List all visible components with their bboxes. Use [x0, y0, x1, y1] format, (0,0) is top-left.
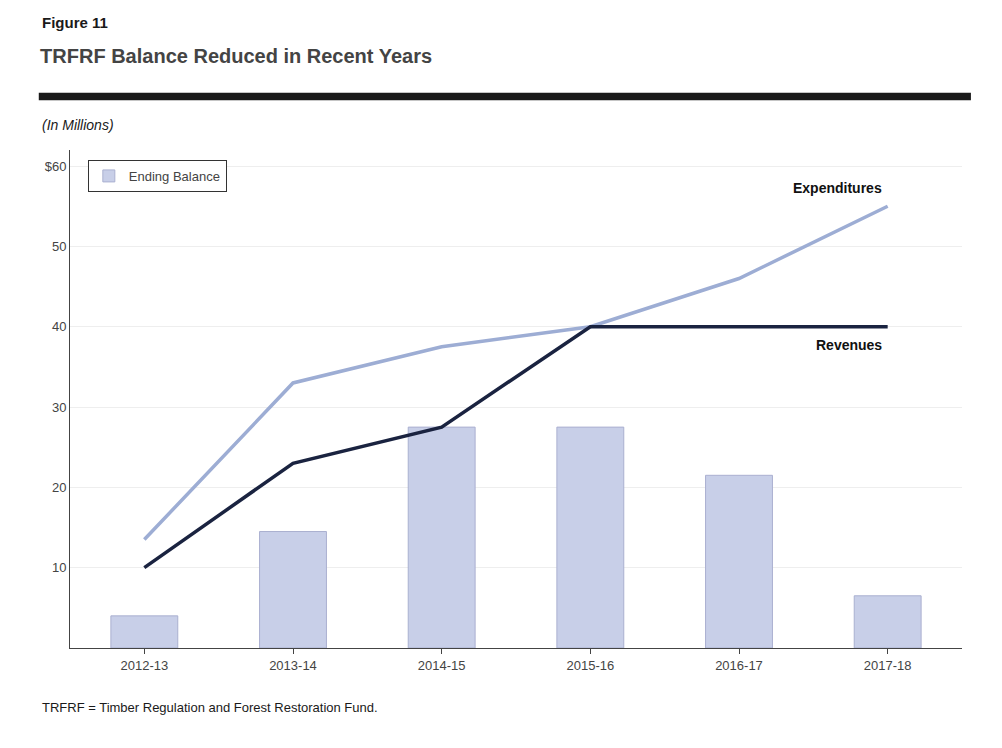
- svg-text:$60: $60: [45, 159, 67, 174]
- svg-text:2012-13: 2012-13: [120, 658, 168, 673]
- svg-text:50: 50: [52, 239, 66, 254]
- svg-text:10: 10: [52, 560, 66, 575]
- svg-text:Revenues: Revenues: [816, 337, 882, 353]
- svg-text:30: 30: [52, 400, 66, 415]
- svg-text:20: 20: [52, 480, 66, 495]
- svg-text:2015-16: 2015-16: [566, 658, 614, 673]
- svg-text:Ending Balance: Ending Balance: [129, 169, 220, 184]
- svg-text:40: 40: [52, 319, 66, 334]
- svg-text:(In Millions): (In Millions): [42, 117, 114, 133]
- svg-text:Figure 11: Figure 11: [42, 14, 108, 31]
- svg-text:Expenditures: Expenditures: [793, 180, 882, 196]
- svg-text:2017-18: 2017-18: [864, 658, 912, 673]
- svg-text:2016-17: 2016-17: [715, 658, 763, 673]
- svg-text:2013-14: 2013-14: [269, 658, 317, 673]
- svg-text:TRFRF = Timber Regulation and: TRFRF = Timber Regulation and Forest Res…: [42, 700, 378, 715]
- svg-text:TRFRF Balance Reduced in Recen: TRFRF Balance Reduced in Recent Years: [40, 45, 432, 67]
- svg-text:2014-15: 2014-15: [418, 658, 466, 673]
